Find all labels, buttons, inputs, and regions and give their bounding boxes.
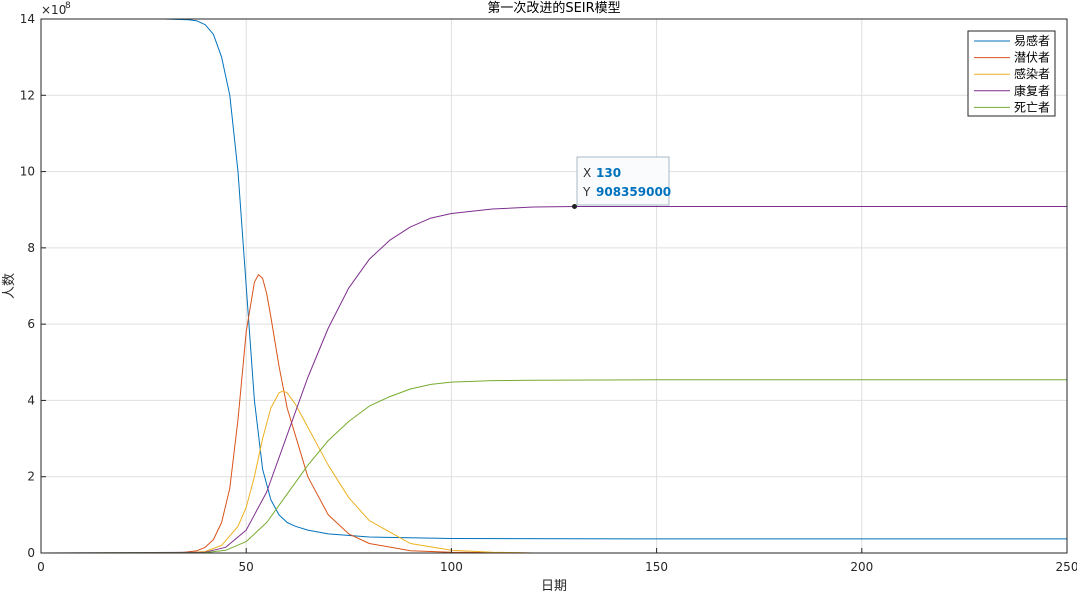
x-tick-label: 200 bbox=[850, 560, 873, 574]
series-line-3 bbox=[41, 390, 1067, 554]
y-tick-label: 4 bbox=[27, 393, 35, 407]
x-axis-label: 日期 bbox=[541, 579, 567, 594]
legend-entry-label: 感染者 bbox=[1014, 66, 1050, 81]
datatip-x-value: 130 bbox=[596, 166, 621, 180]
y-tick-label: 2 bbox=[27, 470, 35, 484]
y-exponent: ×10 8 bbox=[41, 1, 71, 17]
series-line-1 bbox=[41, 18, 1067, 540]
y-tick-label: 14 bbox=[20, 12, 35, 26]
chart-title: 第一次改进的SEIR模型 bbox=[487, 0, 620, 16]
legend-entry-label: 潜伏者 bbox=[1014, 51, 1050, 65]
legend-box bbox=[967, 30, 1056, 117]
y-tick-label: 10 bbox=[20, 165, 35, 179]
grid-lines bbox=[41, 19, 1067, 553]
datatip-box bbox=[576, 156, 670, 206]
datatip-y-value: 908359000 bbox=[596, 185, 671, 199]
series-line-5 bbox=[40, 379, 1067, 554]
x-tick-label: 100 bbox=[440, 560, 463, 574]
series-line-2 bbox=[41, 274, 1067, 554]
x-tick-label: 0 bbox=[37, 560, 45, 574]
y-ticks: 0 2 4 6 8 10 12 14 bbox=[20, 12, 46, 560]
y-tick-label: 6 bbox=[27, 317, 35, 331]
series-lines bbox=[40, 18, 1067, 554]
datatip-y-label: Y bbox=[582, 185, 591, 199]
y-tick-label: 0 bbox=[27, 546, 35, 560]
x-tick-label: 50 bbox=[239, 560, 254, 574]
series-line-4 bbox=[40, 206, 1067, 554]
x-ticks: 0 50 100 150 200 250 bbox=[37, 548, 1077, 574]
x-tick-label: 150 bbox=[645, 560, 668, 574]
datatip-x-label: X bbox=[583, 166, 591, 180]
legend-entry-label: 死亡者 bbox=[1014, 100, 1050, 114]
axes-box bbox=[40, 18, 1068, 554]
legend-entry-label: 康复者 bbox=[1014, 83, 1050, 98]
datatip-marker[interactable] bbox=[572, 204, 578, 210]
legend-entry-label: 易感者 bbox=[1014, 33, 1050, 48]
y-tick-label: 8 bbox=[27, 241, 35, 255]
y-tick-label: 12 bbox=[20, 88, 35, 102]
plot-area bbox=[41, 19, 1067, 553]
y-exponent-base: ×10 bbox=[41, 3, 66, 17]
datatip[interactable]: X 130 Y 908359000 bbox=[572, 156, 671, 210]
x-tick-label: 250 bbox=[1056, 560, 1077, 574]
y-exponent-power: 8 bbox=[65, 1, 71, 11]
y-axis-label: 人数 bbox=[2, 273, 17, 299]
